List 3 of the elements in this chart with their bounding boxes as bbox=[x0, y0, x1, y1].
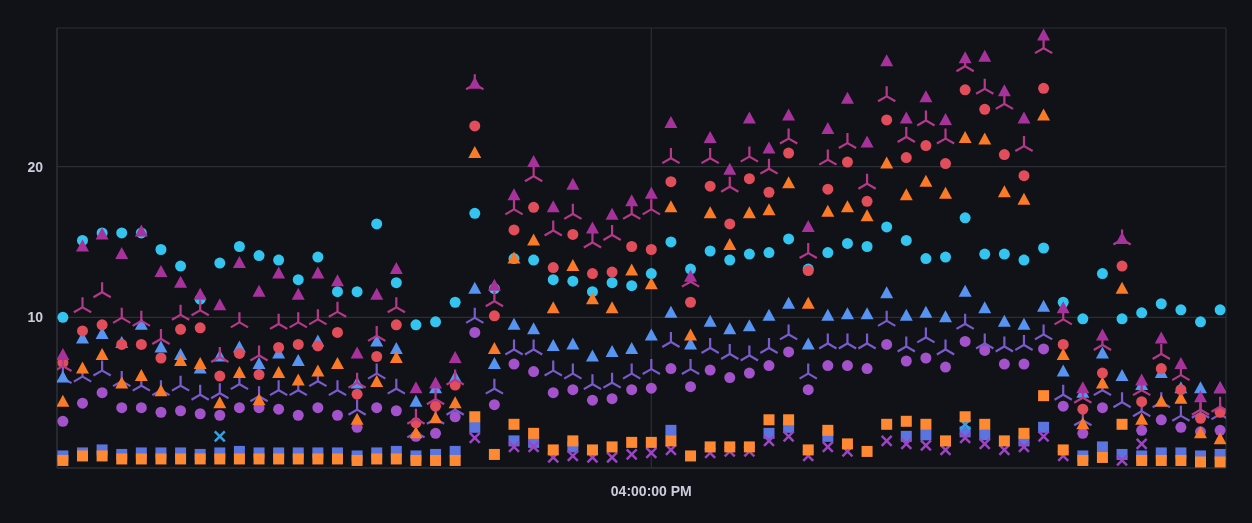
y-tick-label: 20 bbox=[27, 158, 44, 175]
x-tick-label: 04:00:00 PM bbox=[610, 482, 692, 499]
y-tick-label: 10 bbox=[27, 309, 44, 326]
